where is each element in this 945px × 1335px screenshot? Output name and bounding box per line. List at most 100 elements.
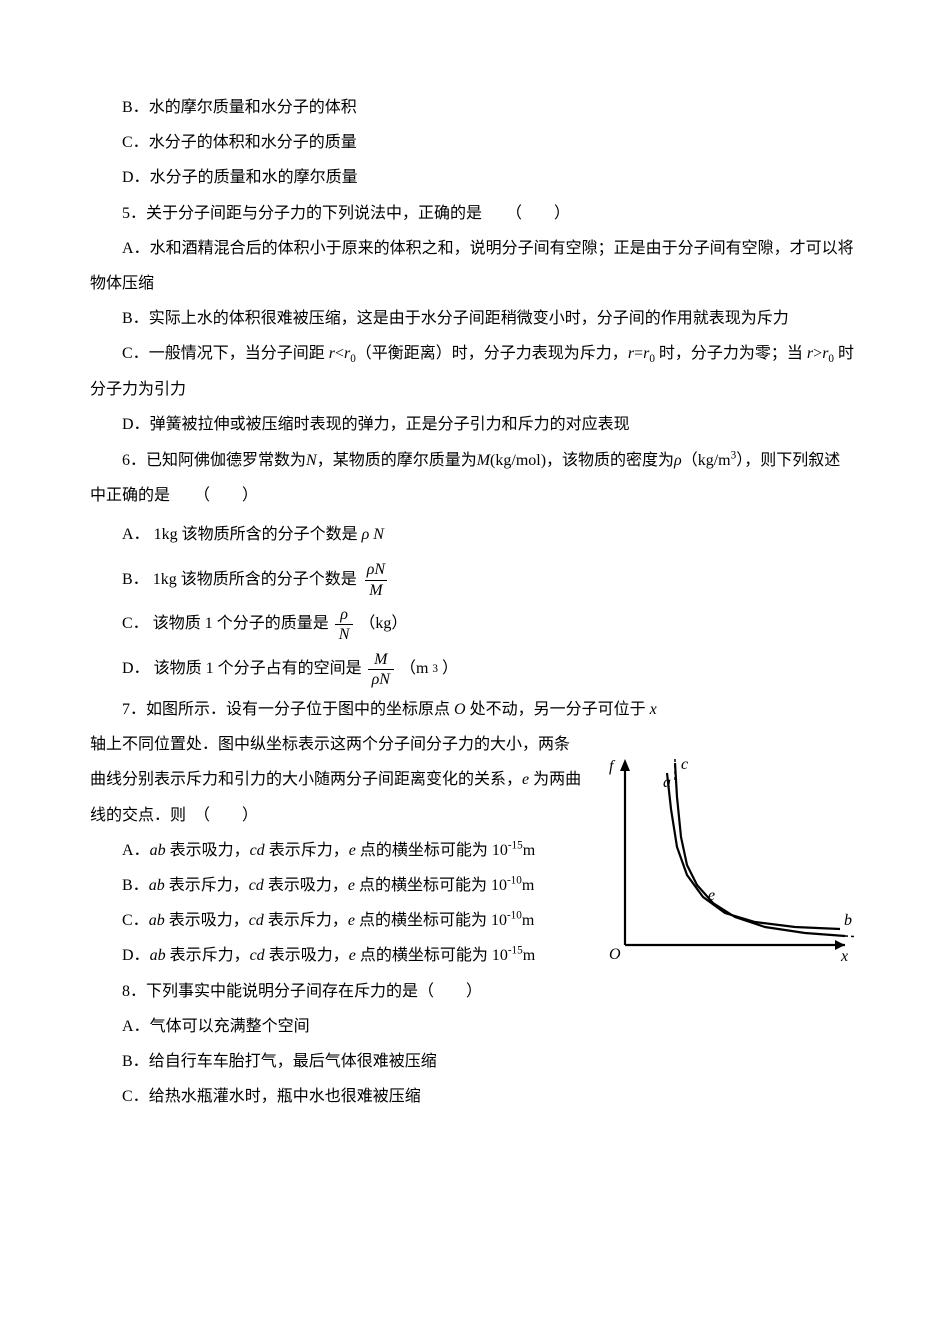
text-part: （平衡距离）时，分子力表现为斥力， xyxy=(356,345,628,362)
var-M: M xyxy=(477,452,490,469)
question-number: 8． xyxy=(122,983,146,1000)
exp: -15 xyxy=(508,840,523,852)
lt: < xyxy=(335,345,344,362)
gt: > xyxy=(813,345,822,362)
var: ab xyxy=(149,912,165,929)
text-part: 该物质 1 个分子占有的空间是 xyxy=(154,647,362,692)
option-label: C． xyxy=(122,912,149,929)
text-part: 表示吸力， xyxy=(166,842,250,859)
svg-text:O: O xyxy=(609,946,621,963)
q5-option-a: A．水和酒精混合后的体积小于原来的体积之和，说明分子间有空隙；正是由于分子间有空… xyxy=(90,231,855,301)
var: e xyxy=(348,912,355,929)
q7-text-column: 轴上不同位置处．图中纵坐标表示这两个分子间分子力的大小，两条曲线分别表示斥力和引… xyxy=(90,727,583,973)
option-label: D． xyxy=(122,416,150,433)
q8-option-b: B．给自行车车胎打气，最后气体很难被压缩 xyxy=(90,1044,855,1079)
var: ab xyxy=(150,842,166,859)
text-part: 该物质 1 个分子的质量是 xyxy=(153,602,329,647)
text-part: 如图所示．设有一分子位于图中的坐标原点 xyxy=(146,701,454,718)
option-label: C． xyxy=(122,1088,149,1105)
numerator: M xyxy=(370,651,391,670)
var: ab xyxy=(150,947,166,964)
option-label: D． xyxy=(122,647,150,692)
text-part: 点的横坐标可能为 10 xyxy=(356,842,508,859)
text-part: 表示斥力， xyxy=(264,912,348,929)
option-text: 气体可以充满整个空间 xyxy=(150,1018,310,1035)
text-part: ，某物质的摩尔质量为 xyxy=(317,452,477,469)
option-label: C． xyxy=(122,134,149,151)
option-label: C． xyxy=(122,345,149,362)
question-text: 下列事实中能说明分子间存在斥力的是（ ） xyxy=(146,983,482,1000)
var-N: N xyxy=(306,452,317,469)
var: cd xyxy=(249,912,264,929)
var-x: x xyxy=(650,701,657,718)
question-number: 6． xyxy=(122,452,146,469)
text-part: 1kg 该物质所含的分子个数是 xyxy=(154,513,358,558)
exp: -10 xyxy=(507,910,522,922)
text-part: 时，分子力为零；当 xyxy=(655,345,807,362)
var-rho: ρ xyxy=(674,452,682,469)
force-distance-graph: fxOabcde xyxy=(595,755,855,965)
text-part: m xyxy=(523,947,535,964)
q6-option-a: A．1kg 该物质所含的分子个数是ρ N xyxy=(90,513,855,558)
var: cd xyxy=(250,842,265,859)
text-part: 1kg 该物质所含的分子个数是 xyxy=(153,558,357,603)
denominator: ρN xyxy=(368,669,394,689)
q6-option-d: D．该物质 1 个分子占有的空间是 M ρN （m3） xyxy=(90,647,855,692)
option-text: 水和酒精混合后的体积小于原来的体积之和，说明分子间有空隙；正是由于分子间有空隙，… xyxy=(90,240,854,292)
fraction: M ρN xyxy=(368,651,394,689)
question-text: 关于分子间距与分子力的下列说法中，正确的是 （ ） xyxy=(146,205,570,222)
text-part: (kg/mol)，该物质的密度为 xyxy=(490,452,674,469)
unit-post: ） xyxy=(442,647,458,692)
q7-option-d: D．ab 表示斥力，cd 表示吸力，e 点的横坐标可能为 10-15m xyxy=(90,938,583,973)
var-O: O xyxy=(454,701,466,718)
exp: -15 xyxy=(508,945,523,957)
q5-stem: 5．关于分子间距与分子力的下列说法中，正确的是 （ ） xyxy=(90,196,855,231)
option-label: B． xyxy=(122,558,149,603)
q7-option-b: B．ab 表示斥力，cd 表示吸力，e 点的横坐标可能为 10-10m xyxy=(90,868,583,903)
option-text: 给自行车车胎打气，最后气体很难被压缩 xyxy=(149,1053,437,1070)
text-part: 表示吸力， xyxy=(265,947,349,964)
q7-stem-cont: 轴上不同位置处．图中纵坐标表示这两个分子间分子力的大小，两条曲线分别表示斥力和引… xyxy=(90,727,583,833)
option-label: C． xyxy=(122,602,149,647)
option-label: B． xyxy=(122,310,149,327)
var: e xyxy=(349,842,356,859)
option-label: A． xyxy=(122,842,150,859)
unit-sup: 3 xyxy=(432,654,438,685)
svg-text:b: b xyxy=(844,912,852,929)
unit: （kg） xyxy=(359,602,407,647)
text-part: 表示斥力， xyxy=(166,947,250,964)
var: e xyxy=(348,877,355,894)
question-number: 7． xyxy=(122,701,146,718)
q5-option-c: C．一般情况下，当分子间距 r<r0（平衡距离）时，分子力表现为斥力，r=r0 … xyxy=(90,336,855,407)
var-rho: ρ xyxy=(362,513,370,558)
text-part: 点的横坐标可能为 10 xyxy=(356,947,508,964)
svg-text:e: e xyxy=(708,887,715,904)
q7-body: 轴上不同位置处．图中纵坐标表示这两个分子间分子力的大小，两条曲线分别表示斥力和引… xyxy=(90,727,855,973)
text-part: 表示吸力， xyxy=(165,912,249,929)
option-text: 给热水瓶灌水时，瓶中水也很难被压缩 xyxy=(149,1088,421,1105)
text-part: （kg/m xyxy=(682,452,731,469)
svg-text:a: a xyxy=(663,774,671,791)
q8-option-a: A．气体可以充满整个空间 xyxy=(90,1009,855,1044)
text-part: m xyxy=(522,912,534,929)
q7-graph: fxOabcde xyxy=(595,755,855,965)
option-label: B． xyxy=(122,99,149,116)
q8-stem: 8．下列事实中能说明分子间存在斥力的是（ ） xyxy=(90,974,855,1009)
q7-stem-line1: 7．如图所示．设有一分子位于图中的坐标原点 O 处不动，另一分子可位于 x xyxy=(90,692,855,727)
fraction: ρ N xyxy=(335,606,354,644)
option-text: 弹簧被拉伸或被压缩时表现的弹力，正是分子引力和斥力的对应表现 xyxy=(150,416,630,433)
svg-text:x: x xyxy=(840,948,848,965)
text-part: 处不动，另一分子可位于 xyxy=(466,701,650,718)
text-part: m xyxy=(522,877,534,894)
text-part: 表示吸力， xyxy=(264,877,348,894)
q4-option-c: C．水分子的体积和水分子的质量 xyxy=(90,125,855,160)
var: cd xyxy=(249,877,264,894)
text-part: 表示斥力， xyxy=(265,842,349,859)
q8-option-c: C．给热水瓶灌水时，瓶中水也很难被压缩 xyxy=(90,1079,855,1114)
fraction: ρN M xyxy=(363,561,389,599)
denominator: N xyxy=(335,624,354,644)
q4-option-b: B．水的摩尔质量和水分子的体积 xyxy=(90,90,855,125)
eq: = xyxy=(634,345,643,362)
var: cd xyxy=(250,947,265,964)
option-label: A． xyxy=(122,513,150,558)
